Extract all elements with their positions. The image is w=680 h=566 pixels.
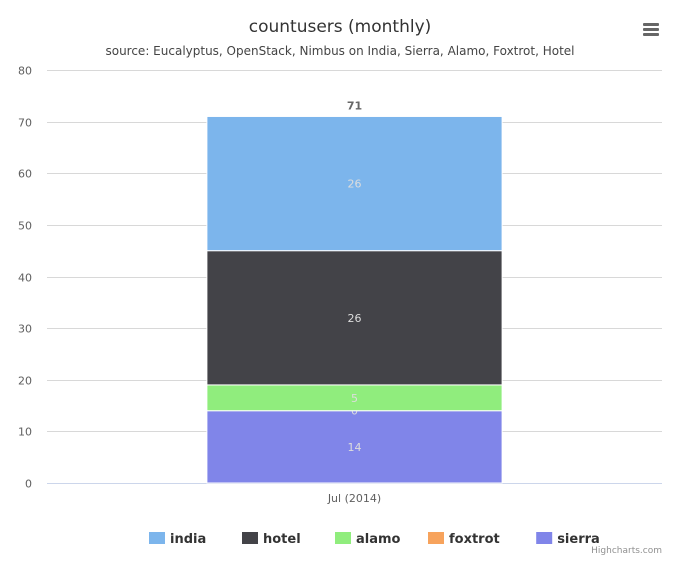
y-tick-label: 10 (18, 426, 32, 439)
legend: india hotel alamo foxtrot sierra (149, 532, 600, 547)
y-tick-label: 50 (18, 220, 32, 233)
legend-swatch (149, 532, 165, 544)
y-tick-label: 70 (18, 117, 32, 130)
bar-segment-india[interactable] (206, 115, 503, 252)
legend-label: foxtrot (449, 532, 500, 547)
chart-title: countusers (monthly) (249, 17, 432, 37)
bar-segment-sierra[interactable] (206, 410, 503, 484)
y-tick-label: 40 (18, 272, 32, 285)
y-axis: 0 10 20 30 40 50 60 70 80 (18, 65, 32, 491)
legend-item-hotel[interactable]: hotel (242, 532, 301, 547)
y-tick-label: 0 (25, 478, 32, 491)
legend-swatch (242, 532, 258, 544)
legend-label: alamo (356, 532, 401, 547)
legend-label: sierra (557, 532, 600, 547)
stacked-bars: 1405262671 (206, 99, 503, 484)
y-tick-label: 20 (18, 375, 32, 388)
credits-link[interactable]: Highcharts.com (591, 546, 662, 556)
legend-swatch (536, 532, 553, 544)
data-label-hotel: 26 (348, 312, 362, 325)
stack-total-label: 71 (347, 99, 362, 112)
y-tick-label: 60 (18, 168, 32, 181)
legend-label: hotel (263, 532, 301, 547)
x-tick-label: Jul (2014) (327, 492, 381, 505)
legend-item-foxtrot[interactable]: foxtrot (428, 532, 500, 547)
y-tick-label: 80 (18, 65, 32, 78)
legend-swatch (335, 532, 351, 544)
legend-label: india (170, 532, 206, 547)
data-label-alamo: 5 (351, 392, 358, 405)
data-label-india: 26 (348, 178, 362, 191)
legend-item-sierra[interactable]: sierra (536, 532, 600, 547)
chart-subtitle: source: Eucalyptus, OpenStack, Nimbus on… (105, 44, 574, 58)
legend-item-alamo[interactable]: alamo (335, 532, 401, 547)
data-label-sierra: 14 (348, 441, 362, 454)
hamburger-menu-icon[interactable] (636, 16, 666, 42)
legend-item-india[interactable]: india (149, 532, 206, 547)
legend-swatch (428, 532, 444, 544)
x-axis: Jul (2014) (327, 492, 381, 505)
y-tick-label: 30 (18, 323, 32, 336)
